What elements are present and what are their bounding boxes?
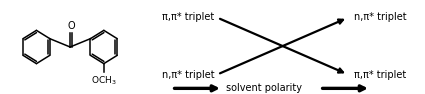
Text: OCH$_3$: OCH$_3$ [91,74,117,86]
Text: π,π* triplet: π,π* triplet [162,12,214,22]
Text: solvent polarity: solvent polarity [226,83,302,93]
Text: n,π* triplet: n,π* triplet [354,12,406,22]
Text: π,π* triplet: π,π* triplet [354,70,406,80]
Text: O: O [67,21,75,31]
Text: n,π* triplet: n,π* triplet [162,70,214,80]
